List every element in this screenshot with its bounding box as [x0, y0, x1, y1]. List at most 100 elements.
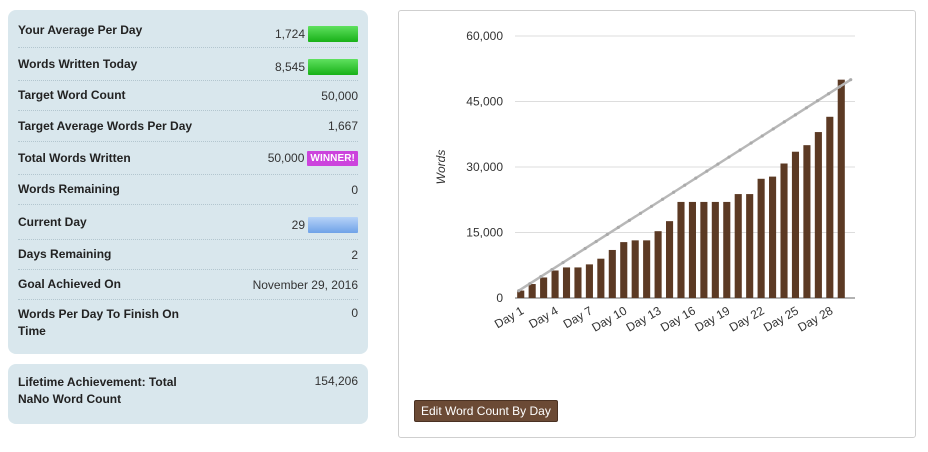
stat-label: Words Written Today: [18, 56, 138, 71]
stat-row: Total Words Written 50,000 WINNER!: [18, 142, 358, 175]
y-tick-label: 15,000: [466, 226, 503, 240]
x-tick-label: Day 28: [795, 303, 835, 334]
stat-value-wrap: 50,000: [321, 89, 358, 103]
stat-value-wrap: 0: [351, 306, 358, 320]
chart-bar: [826, 116, 834, 299]
target-point: [826, 92, 831, 96]
stat-value: November 29, 2016: [252, 277, 358, 292]
lifetime-value: 154,206: [314, 374, 358, 388]
y-tick-label: 60,000: [466, 29, 503, 43]
target-point: [594, 239, 598, 244]
chart-bar: [711, 201, 719, 298]
stat-value: 8,545: [274, 60, 305, 74]
target-point: [672, 190, 676, 194]
chart-bar: [597, 258, 605, 298]
chart-bar: [665, 221, 674, 298]
stat-value: 1,724: [274, 26, 305, 41]
stat-label: Target Average Words Per Day: [18, 118, 193, 133]
x-tick-label: Day 16: [658, 303, 698, 334]
edit-word-count-button[interactable]: Edit Word Count By Day: [414, 400, 558, 422]
chart-bar: [837, 79, 845, 299]
target-point: [727, 155, 731, 159]
chart-bar: [769, 176, 777, 298]
x-tick-label: Day 1: [492, 303, 526, 331]
stat-value-wrap: 1,724: [274, 25, 358, 42]
stat-label: Total Words Written: [18, 150, 131, 165]
target-point: [550, 268, 554, 272]
stat-label: Days Remaining: [18, 247, 112, 261]
stat-value-wrap: 50,000 WINNER!: [267, 150, 358, 166]
target-point: [649, 204, 654, 208]
chart-bar: [803, 145, 811, 298]
chart-bar: [746, 194, 754, 298]
chart-bar: [688, 201, 696, 298]
stat-label: Your Average Per Day: [18, 23, 143, 37]
stat-value-wrap: 8,545: [275, 59, 358, 75]
chart-bar: [620, 242, 628, 298]
chart-bar: [585, 264, 593, 298]
stat-value-wrap: November 29, 2016: [253, 278, 358, 292]
progress-bar: [308, 25, 358, 42]
progress-bar: [308, 59, 358, 75]
target-point: [561, 260, 565, 265]
chart-panel: 0 15,000 30,000 45,000 60,000 Words Day 1 Day 4…: [398, 10, 916, 438]
chart-bar: [780, 163, 788, 298]
target-point: [771, 127, 775, 131]
target-point: [705, 169, 709, 173]
x-tick-label: Day 7: [561, 303, 595, 331]
chart-bar: [791, 151, 800, 298]
target-point: [815, 99, 820, 103]
target-point: [583, 246, 587, 251]
stat-value: 1,667: [327, 119, 358, 133]
target-point: [605, 232, 609, 237]
stat-value: 0: [351, 306, 358, 320]
stat-value: 0: [351, 182, 358, 197]
y-axis-label: Words: [434, 150, 448, 185]
stat-value: 29: [291, 218, 305, 232]
lifetime-label: Lifetime Achievement: Total NaNo Word Co…: [18, 375, 177, 406]
target-point: [683, 183, 687, 187]
stat-value-wrap: 2: [351, 248, 358, 262]
chart-bar: [643, 240, 651, 298]
chart-bar: [528, 284, 536, 298]
stat-label: Words Remaining: [18, 182, 120, 196]
x-tick-label: Day 22: [727, 303, 767, 334]
chart-bar: [562, 267, 571, 298]
target-point: [716, 162, 720, 166]
stat-value-wrap: 29: [292, 217, 358, 233]
target-point: [694, 176, 698, 180]
target-point: [539, 275, 543, 279]
stat-value: 50,000: [267, 151, 305, 165]
stat-row: Goal Achieved On November 29, 2016: [18, 270, 358, 300]
lifetime-panel: Lifetime Achievement: Total NaNo Word Co…: [8, 364, 368, 424]
target-point: [638, 211, 643, 215]
chart-bar: [540, 277, 548, 298]
y-tick-label: 45,000: [466, 95, 503, 109]
stat-row: Days Remaining 2: [18, 240, 358, 270]
chart-bar: [734, 194, 742, 298]
winner-badge: WINNER!: [307, 150, 358, 166]
target-point: [849, 78, 853, 82]
x-tick-label: Day 13: [624, 303, 664, 334]
stat-label: Current Day: [18, 214, 87, 229]
chart-bar: [608, 249, 616, 298]
chart-bar: [654, 231, 662, 298]
chart-bar: [517, 290, 525, 298]
stat-label: Goal Achieved On: [18, 277, 121, 291]
chart-bar: [814, 132, 822, 298]
target-point: [528, 282, 532, 286]
stat-row: Words Written Today 8,545: [18, 48, 358, 81]
stat-row: Current Day 29: [18, 205, 358, 240]
stat-value: 50,000: [321, 88, 358, 103]
target-point: [738, 148, 742, 152]
target-point: [749, 141, 753, 145]
chart-bar: [631, 240, 639, 298]
x-tick-label: Day 25: [761, 303, 801, 334]
x-tick-label: Day 4: [526, 303, 560, 331]
target-point: [616, 225, 620, 230]
chart-bar: [574, 267, 582, 298]
chart-bar: [700, 201, 708, 298]
stat-value-wrap: 1,667: [328, 119, 358, 133]
target-point: [804, 106, 809, 110]
stat-row: Your Average Per Day 1,724: [18, 14, 358, 48]
